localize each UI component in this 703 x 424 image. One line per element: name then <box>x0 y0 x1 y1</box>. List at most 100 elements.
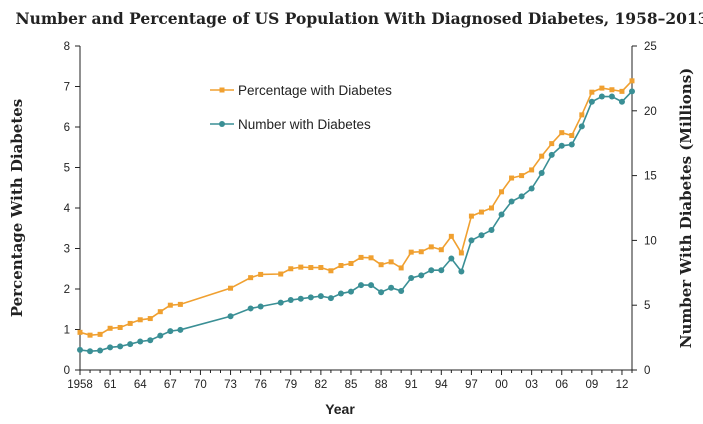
number-with-diabetes-point <box>608 93 615 100</box>
percentage-with-diabetes-point <box>438 247 444 253</box>
number-with-diabetes-point <box>438 267 445 274</box>
x-tick-label: 70 <box>194 379 207 391</box>
percentage-with-diabetes-point <box>157 309 163 315</box>
percentage-with-diabetes-point <box>358 254 364 260</box>
percentage-with-diabetes-point <box>77 329 83 335</box>
percentage-with-diabetes-point <box>579 112 585 118</box>
x-tick-label: 73 <box>224 379 237 391</box>
number-with-diabetes-point <box>227 313 234 320</box>
number-with-diabetes-point <box>488 227 495 234</box>
percentage-with-diabetes-point <box>488 205 494 211</box>
number-with-diabetes-point <box>568 141 575 148</box>
percentage-with-diabetes-point <box>288 266 294 272</box>
x-tick-label: 00 <box>495 379 508 391</box>
series-layer <box>77 78 635 355</box>
percentage-with-diabetes-point <box>448 233 454 239</box>
percentage-with-diabetes-point <box>298 264 304 270</box>
percentage-with-diabetes-point <box>318 265 324 271</box>
x-tick-label: 82 <box>314 379 327 391</box>
number-with-diabetes-point <box>337 290 344 297</box>
percentage-with-diabetes-point <box>499 189 505 195</box>
percentage-with-diabetes-point <box>458 250 464 256</box>
number-with-diabetes-legend-label: Number with Diabetes <box>238 117 371 132</box>
number-with-diabetes-point <box>247 305 254 312</box>
percentage-with-diabetes-point <box>107 325 113 331</box>
percentage-with-diabetes-point <box>228 285 234 291</box>
percentage-with-diabetes-point <box>338 263 344 269</box>
y-left-tick-label: 6 <box>64 122 70 134</box>
number-with-diabetes-point <box>548 151 555 158</box>
percentage-with-diabetes-point <box>478 209 484 215</box>
percentage-with-diabetes-point <box>368 255 374 261</box>
number-with-diabetes-point <box>468 237 475 244</box>
number-with-diabetes-point <box>147 337 154 344</box>
y-left-tick-label: 8 <box>64 41 70 53</box>
number-with-diabetes-point <box>458 268 465 275</box>
number-with-diabetes-point <box>358 282 365 289</box>
percentage-with-diabetes-legend-label: Percentage with Diabetes <box>238 83 392 98</box>
percentage-with-diabetes-point <box>569 133 575 139</box>
number-with-diabetes-point <box>97 347 104 354</box>
y-left-tick-label: 0 <box>64 365 70 377</box>
number-with-diabetes-point <box>327 295 334 302</box>
percentage-with-diabetes-point <box>468 213 474 219</box>
number-with-diabetes-point <box>518 193 525 200</box>
number-with-diabetes-point <box>478 232 485 239</box>
x-tick-label: 94 <box>435 379 448 391</box>
percentage-with-diabetes-point <box>127 320 133 326</box>
x-tick-label: 91 <box>405 379 418 391</box>
y-left-tick-label: 5 <box>64 163 70 175</box>
percentage-with-diabetes-point <box>529 167 535 173</box>
percentage-with-diabetes-point <box>619 88 625 94</box>
number-with-diabetes-point <box>137 338 144 345</box>
y-right-tick-label: 5 <box>644 300 650 312</box>
y-axis-left-title: Percentage With Diabetes <box>8 99 26 318</box>
percentage-with-diabetes-point <box>509 175 515 181</box>
y-left-tick-label: 7 <box>64 82 70 94</box>
number-with-diabetes-point <box>157 332 164 339</box>
y-left-tick-label: 2 <box>64 284 70 296</box>
percentage-with-diabetes-point <box>328 268 334 274</box>
number-with-diabetes-point <box>378 289 385 296</box>
percentage-with-diabetes-point <box>137 317 143 323</box>
legend: Percentage with Diabetes Number with Diab… <box>210 83 392 132</box>
number-with-diabetes-point <box>408 274 415 281</box>
number-with-diabetes-point <box>508 198 515 205</box>
percentage-with-diabetes-point <box>117 324 123 330</box>
number-with-diabetes-point <box>558 142 565 149</box>
number-with-diabetes-point <box>167 328 174 335</box>
x-tick-label: 85 <box>345 379 358 391</box>
ticks: 1958 61 64 67 70 73 76 79 82 85 88 91 94 97 00 03 06 09 12… <box>64 41 657 391</box>
number-with-diabetes-point <box>117 343 124 350</box>
y-right-tick-label: 25 <box>644 41 657 53</box>
percentage-with-diabetes-point <box>147 316 153 322</box>
percentage-with-diabetes-point <box>539 153 545 159</box>
number-with-diabetes-point <box>498 211 505 218</box>
y-right-tick-label: 15 <box>644 171 657 183</box>
y-right-tick-label: 20 <box>644 106 657 118</box>
number-with-diabetes-point <box>398 287 405 294</box>
number-with-diabetes-point <box>87 348 94 355</box>
x-tick-label: 79 <box>284 379 297 391</box>
percentage-with-diabetes-point <box>348 260 354 266</box>
number-with-diabetes-legend-marker <box>219 121 225 127</box>
x-axis-title: Year <box>325 401 355 417</box>
percentage-with-diabetes-point <box>398 265 404 271</box>
number-with-diabetes-point <box>347 288 354 295</box>
number-with-diabetes-point <box>307 294 314 301</box>
x-tick-label: 06 <box>555 379 568 391</box>
percentage-with-diabetes-point <box>97 331 103 337</box>
number-with-diabetes-point <box>127 341 134 348</box>
percentage-with-diabetes-point <box>599 85 605 91</box>
percentage-with-diabetes-point <box>177 301 183 307</box>
number-with-diabetes-point <box>287 297 294 304</box>
y-left-tick-label: 1 <box>64 325 70 337</box>
percentage-with-diabetes-point <box>167 302 173 308</box>
y-right-tick-label: 0 <box>644 365 650 377</box>
x-tick-label: 97 <box>465 379 478 391</box>
percentage-with-diabetes-point <box>519 173 525 179</box>
number-with-diabetes-point <box>418 272 425 279</box>
number-with-diabetes-point <box>317 293 324 300</box>
number-with-diabetes-point <box>448 255 455 262</box>
